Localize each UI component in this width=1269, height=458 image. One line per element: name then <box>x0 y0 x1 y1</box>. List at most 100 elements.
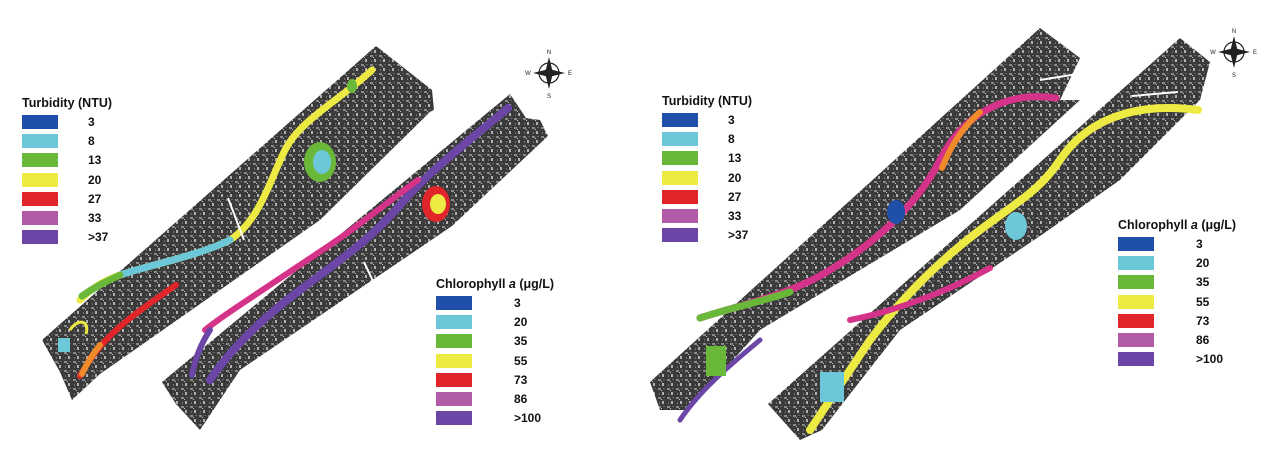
legend-entry: 3 <box>1118 234 1236 253</box>
left-chlorophyll-river <box>206 104 512 384</box>
legend-swatch <box>662 228 698 243</box>
left-chlorophyll-river-purple2 <box>189 327 213 378</box>
right-turbidity-legend: Turbidity (NTU) 3 8 13 20 27 33 >37 <box>662 92 752 245</box>
legend-label: 86 <box>1196 333 1210 348</box>
legend-swatch <box>22 133 58 148</box>
left-turbidity-pond-core <box>313 150 331 174</box>
legend-title-text: Chlorophyll <box>1118 218 1191 232</box>
left-turbidity-pond-small <box>347 79 357 93</box>
legend-entry: 55 <box>436 351 554 370</box>
right-chlorophyll-map <box>768 38 1210 440</box>
legend-label: 27 <box>728 189 742 204</box>
legend-entry: 27 <box>22 189 112 208</box>
left-turbidity-bridge <box>227 197 245 241</box>
compass-star-ew <box>533 69 565 77</box>
left-turbidity-river-cyan <box>116 236 234 279</box>
legend-label: 3 <box>88 114 95 129</box>
legend-swatch <box>662 170 698 185</box>
compass-east-label: E <box>568 71 572 77</box>
legend-entry: 33 <box>662 206 752 225</box>
legend-entry: >100 <box>1118 350 1236 369</box>
right-chlorophyll-pond-cyan <box>820 372 844 402</box>
legend-label: 35 <box>1196 275 1210 290</box>
legend-entry: 20 <box>22 170 112 189</box>
legend-swatch <box>22 153 58 168</box>
legend-label: 20 <box>514 314 528 329</box>
legend-label: 3 <box>1196 236 1203 251</box>
legend-label: >100 <box>1196 352 1224 367</box>
legend-label: 20 <box>728 170 742 185</box>
left-chlorophyll-river-magenta <box>202 177 421 333</box>
legend-swatch <box>662 209 698 224</box>
legend-entry: 20 <box>1118 253 1236 272</box>
legend-entry: 35 <box>1118 273 1236 292</box>
legend-title-text: Turbidity (NTU) <box>662 94 753 108</box>
legend-entry: >37 <box>22 228 112 247</box>
legend-swatch <box>436 334 472 349</box>
right-turbidity-bridge <box>1039 71 1091 81</box>
right-turbidity-pond-green <box>706 346 726 376</box>
legend-title: Turbidity (NTU) <box>22 94 112 112</box>
legend-label: 33 <box>88 211 102 226</box>
legend-title-text: Chlorophyll <box>436 277 509 291</box>
legend-label: 3 <box>514 295 521 310</box>
left-chlorophyll-legend: Chlorophyll a (μg/L) 3 20 35 55 73 86 >100 <box>436 275 554 428</box>
legend-label: 55 <box>514 353 528 368</box>
legend-title-unit: (μg/L) <box>515 277 555 291</box>
compass-north-label: N <box>547 50 551 56</box>
legend-label: 55 <box>1196 294 1210 309</box>
legend-swatch <box>436 372 472 387</box>
right-turbidity-river-green <box>696 288 794 322</box>
right-chlorophyll-river <box>806 104 1202 434</box>
legend-label: >37 <box>88 230 109 245</box>
legend-swatch <box>22 172 58 187</box>
legend-entry: 86 <box>1118 330 1236 349</box>
legend-label: 86 <box>514 392 528 407</box>
legend-label: 27 <box>88 191 102 206</box>
legend-entry: >100 <box>436 409 554 428</box>
legend-title-unit: (μg/L) <box>1197 218 1237 232</box>
legend-entry: 33 <box>22 208 112 227</box>
legend-swatch <box>662 189 698 204</box>
legend-entry: 13 <box>662 149 752 168</box>
legend-swatch <box>436 295 472 310</box>
legend-label: 33 <box>728 209 742 224</box>
legend-swatch <box>436 411 472 426</box>
left-compass-rose: N S E W <box>525 50 572 100</box>
compass-west-label: W <box>525 71 531 77</box>
legend-swatch <box>436 353 472 368</box>
right-chlorophyll-pond <box>1005 212 1027 240</box>
legend-title-text: Turbidity (NTU) <box>22 96 113 110</box>
left-turbidity-map <box>42 46 434 400</box>
legend-label: 13 <box>728 151 742 166</box>
legend-entry: 20 <box>662 168 752 187</box>
legend-swatch <box>22 191 58 206</box>
legend-title: Chlorophyll a (μg/L) <box>436 275 554 293</box>
legend-entry: 35 <box>436 332 554 351</box>
legend-swatch <box>22 114 58 129</box>
legend-swatch <box>436 314 472 329</box>
legend-swatch <box>662 112 698 127</box>
legend-label: 13 <box>88 153 102 168</box>
right-chlorophyll-legend: Chlorophyll a (μg/L) 3 20 35 55 73 86 >100 <box>1118 216 1236 369</box>
left-chlorophyll-pond-core <box>430 194 446 214</box>
right-turbidity-map <box>650 28 1091 423</box>
left-turbidity-legend: Turbidity (NTU) 3 8 13 20 27 33 >37 <box>22 94 112 247</box>
legend-title: Chlorophyll a (μg/L) <box>1118 216 1236 234</box>
compass-north-label: N <box>1232 29 1236 35</box>
left-chlorophyll-bridge <box>363 261 383 301</box>
right-chlorophyll-river-red <box>847 265 993 323</box>
legend-swatch <box>1118 236 1154 251</box>
left-chlorophyll-map <box>162 94 548 430</box>
legend-label: 3 <box>728 112 735 127</box>
legend-entry: 73 <box>436 370 554 389</box>
legend-entry: 3 <box>436 293 554 312</box>
legend-label: >100 <box>514 411 542 426</box>
legend-entry: 13 <box>22 151 112 170</box>
legend-swatch <box>1118 294 1154 309</box>
right-turbidity-river-orange <box>939 109 983 171</box>
legend-swatch <box>1118 313 1154 328</box>
legend-title-italic: a <box>1190 218 1198 232</box>
legend-swatch <box>662 151 698 166</box>
